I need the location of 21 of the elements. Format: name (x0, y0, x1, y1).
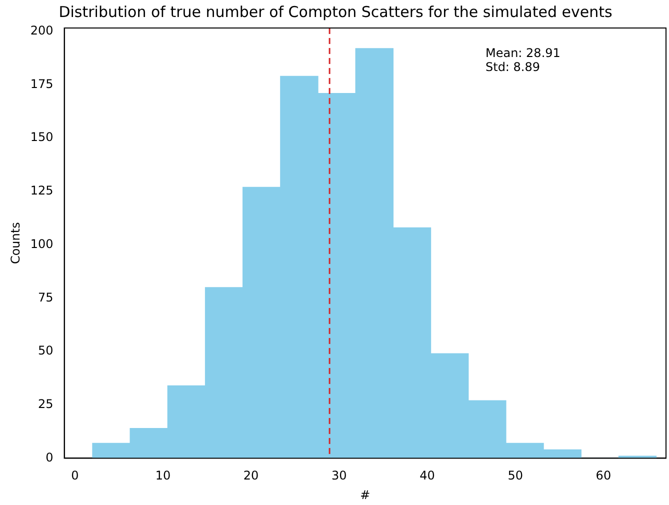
y-axis-title: Counts (8, 222, 22, 264)
y-tick-label: 75 (38, 290, 54, 304)
x-tick-label: 10 (155, 468, 171, 483)
x-tick-label: 30 (332, 468, 347, 483)
x-tick-label: 40 (420, 468, 435, 483)
x-tick-label: 50 (508, 468, 523, 483)
x-tick-label: 20 (243, 468, 259, 483)
y-tick-label: 0 (46, 450, 54, 464)
annotation: Mean: 28.91 (485, 46, 560, 60)
x-axis-title: # (360, 488, 370, 502)
y-tick-label: 50 (38, 344, 54, 358)
y-tick-label: 125 (30, 184, 54, 198)
annotation: Std: 8.89 (485, 60, 540, 74)
x-tick-label: 60 (596, 468, 612, 483)
y-tick-label: 175 (30, 76, 54, 91)
x-tick-label: 0 (71, 468, 79, 483)
y-tick-label: 200 (30, 24, 54, 38)
y-tick-label: 100 (30, 236, 54, 251)
chart-title: Distribution of true number of Compton Scatters for the simulated events (58, 2, 612, 21)
y-tick-label: 25 (38, 396, 54, 411)
y-tick-label: 150 (30, 130, 54, 144)
